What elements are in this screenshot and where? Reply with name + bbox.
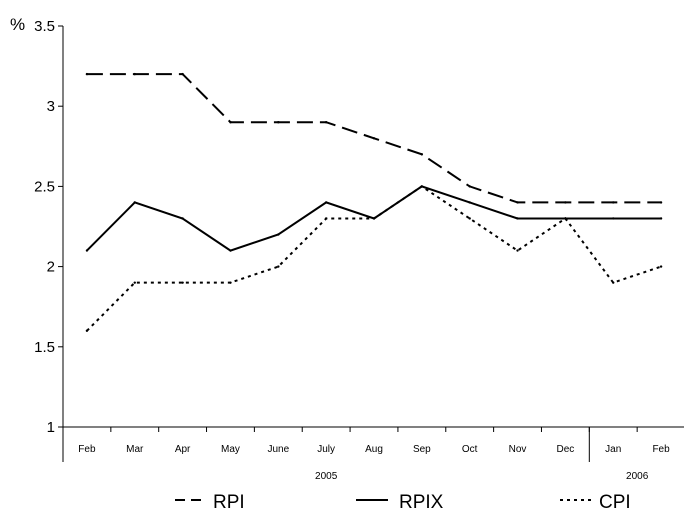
y-tick-label: 2.5: [34, 178, 55, 195]
data-point-rpi: [468, 185, 471, 188]
data-point-rpi: [133, 72, 136, 76]
x-tick-label: Apr: [175, 444, 191, 455]
data-point-cpi: [181, 281, 184, 284]
data-point-cpi: [277, 265, 280, 268]
x-tick-label: May: [221, 444, 240, 455]
data-point-rpix: [468, 201, 471, 204]
data-point-rpix: [277, 233, 280, 236]
legend-label-rpix: RPIX: [399, 492, 444, 511]
data-point-rpi: [372, 137, 376, 140]
x-tick-label: Mar: [126, 444, 144, 455]
data-point-rpix: [85, 249, 89, 252]
data-point-cpi: [468, 217, 471, 220]
x-tick-label: Aug: [365, 444, 383, 455]
data-point-rpix: [229, 249, 232, 252]
legend-label-rpi: RPI: [213, 492, 245, 511]
series-layer: [85, 72, 663, 332]
data-point-cpi: [659, 265, 663, 268]
year-group-label: 2006: [626, 471, 649, 482]
data-point-cpi: [229, 281, 232, 284]
legend-label-cpi: CPI: [599, 492, 631, 511]
y-axis-unit-label: %: [10, 15, 25, 34]
data-point-rpi: [229, 121, 232, 124]
series-line-cpi: [86, 185, 662, 332]
x-tick-label: July: [317, 444, 335, 455]
y-tick-label: 3: [47, 98, 55, 115]
data-point-cpi: [516, 249, 519, 252]
x-tick-label: Feb: [78, 444, 96, 455]
year-group-label: 2005: [315, 471, 338, 482]
y-tick-label: 1.5: [34, 339, 55, 356]
x-tick-label: Jan: [605, 444, 621, 455]
data-point-cpi: [324, 217, 328, 220]
x-tick-label: Nov: [509, 444, 527, 455]
data-point-rpi: [659, 201, 663, 204]
x-tick-label: Feb: [652, 444, 670, 455]
y-tick-label: 1: [47, 419, 55, 436]
data-point-rpi: [181, 72, 184, 76]
x-tick-label: Sep: [413, 444, 431, 455]
data-point-rpix: [612, 217, 615, 220]
data-point-rpix: [516, 217, 519, 220]
data-point-cpi: [420, 185, 424, 188]
y-tick-label: 2: [47, 259, 55, 276]
legend: RPI RPIX CPI: [175, 492, 631, 511]
x-tick-label: Oct: [462, 444, 478, 455]
data-point-rpi: [324, 121, 328, 124]
x-tick-label: June: [267, 444, 289, 455]
y-tick-label: 3.5: [34, 18, 55, 35]
data-point-rpi: [85, 72, 89, 76]
data-point-rpix: [133, 201, 136, 204]
data-point-rpix: [324, 201, 328, 204]
data-point-rpi: [564, 201, 567, 204]
y-axis: 1 1.5 2 2.5 3 3.5: [34, 18, 64, 436]
data-point-rpi: [612, 201, 615, 204]
x-tick-label: Dec: [556, 444, 574, 455]
data-point-rpi: [420, 153, 424, 156]
data-point-cpi: [564, 217, 567, 220]
data-point-cpi: [85, 329, 89, 332]
data-point-cpi: [372, 217, 376, 220]
data-point-rpix: [659, 217, 663, 220]
data-point-rpix: [181, 217, 184, 220]
data-point-rpi: [277, 121, 280, 124]
x-axis: Feb Mar Apr May June July Aug Sep Oct Nov Dec Jan Fe…: [62, 426, 684, 482]
data-point-cpi: [133, 281, 136, 284]
data-point-rpi: [516, 201, 519, 204]
data-point-cpi: [612, 281, 615, 284]
